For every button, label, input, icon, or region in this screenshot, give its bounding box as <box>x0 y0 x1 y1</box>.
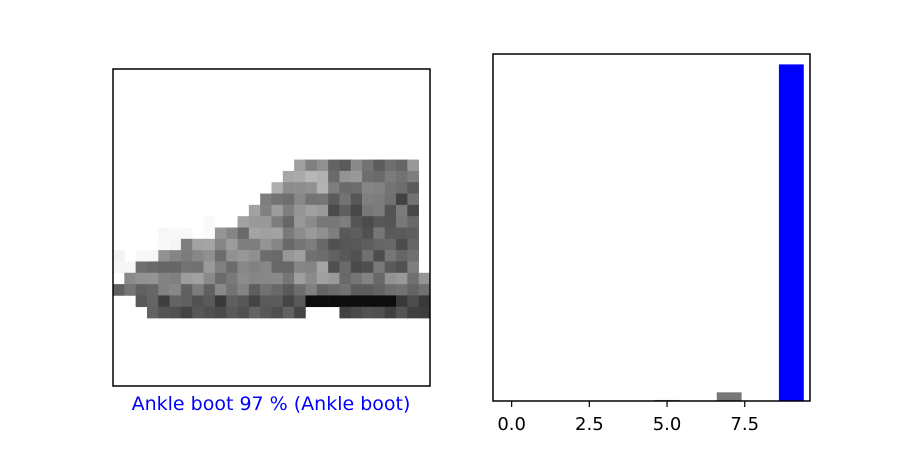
x-tick-label: 2.5 <box>575 414 604 435</box>
x-axis-ticks: 0.0 2.5 5.0 7.5 <box>497 401 759 435</box>
image-caption: Ankle boot 97 % (Ankle boot) <box>132 393 411 415</box>
x-tick-label: 0.0 <box>497 414 526 435</box>
bar-7 <box>716 392 742 401</box>
image-frame <box>112 68 431 387</box>
plot-frame <box>492 53 811 402</box>
bar-chart: 0.0 2.5 5.0 7.5 <box>492 53 811 435</box>
ankle-boot-image <box>113 159 431 319</box>
x-tick-label: 7.5 <box>730 414 759 435</box>
bar-series <box>654 64 804 401</box>
bar-9 <box>778 64 804 401</box>
x-tick-label: 5.0 <box>653 414 682 435</box>
image-panel: Ankle boot 97 % (Ankle boot) <box>112 68 431 415</box>
